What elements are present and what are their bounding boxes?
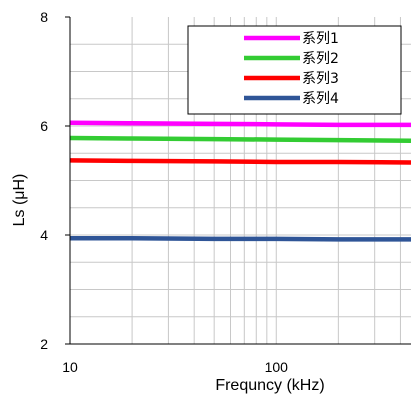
tick-labels: 2 4 6 8 10 100 <box>40 9 288 375</box>
y-tick-label: 8 <box>40 9 48 25</box>
legend-label: 系列2 <box>302 51 339 67</box>
series-line-1 <box>69 120 411 128</box>
x-tick-label: 10 <box>62 359 78 375</box>
y-tick-label: 6 <box>40 118 48 134</box>
series-line-2 <box>69 135 411 143</box>
legend-label: 系列4 <box>302 91 339 107</box>
legend-label: 系列1 <box>302 31 339 47</box>
series-lines <box>69 120 411 242</box>
y-axis-title: Ls (μH) <box>11 174 28 227</box>
y-tick-label: 2 <box>40 336 48 352</box>
x-tick-label: 100 <box>265 359 289 375</box>
legend-label: 系列3 <box>302 71 339 87</box>
y-tick-label: 4 <box>40 227 48 243</box>
legend: 系列1 系列2 系列3 系列4 <box>187 25 402 115</box>
axes <box>65 16 411 345</box>
x-axis-title: Frequncy (kHz) <box>215 377 324 394</box>
series-line-3 <box>69 158 411 165</box>
series-line-4 <box>70 236 411 242</box>
